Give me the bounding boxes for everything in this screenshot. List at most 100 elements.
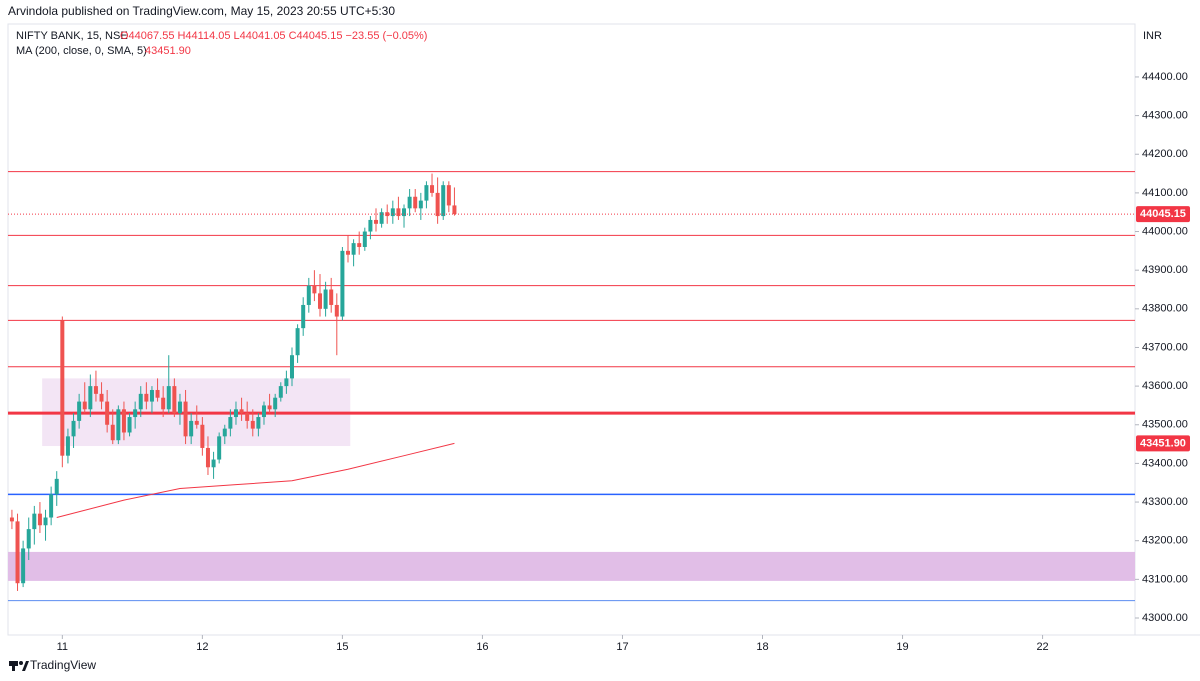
candle-body	[295, 328, 300, 356]
brand: TradingView	[30, 658, 96, 672]
y-tick-label: 43400.00	[1142, 457, 1188, 469]
candle-body	[396, 208, 401, 217]
candle-body	[379, 212, 384, 224]
brand-logo	[9, 661, 29, 671]
y-tick-label: 44400.00	[1142, 71, 1188, 83]
legend-ma-value: 43451.90	[145, 45, 191, 57]
x-tick-label: 12	[196, 641, 208, 653]
y-tick-label: 44000.00	[1142, 225, 1188, 237]
ma-price-box	[1136, 435, 1190, 452]
candle-body	[306, 285, 311, 305]
ma-line	[56, 442, 455, 518]
y-tick-label: 44300.00	[1142, 109, 1188, 121]
candle-body	[222, 428, 227, 437]
candle-body	[289, 355, 294, 379]
candle-body	[239, 409, 244, 414]
candle-body	[267, 405, 272, 410]
candle-body	[317, 293, 322, 309]
legend-symbol: NIFTY BANK, 15, NSE	[16, 30, 128, 42]
last-price-box	[1136, 206, 1190, 223]
candle-body	[71, 420, 76, 437]
candle-body	[183, 401, 188, 437]
candle-body	[261, 405, 266, 418]
candle-body	[452, 205, 457, 215]
candle-body	[200, 424, 205, 448]
candle-body	[149, 389, 154, 402]
candle-body	[116, 409, 121, 441]
candle-body	[37, 513, 42, 526]
legend-ohlc: O44067.55 H44114.05 L44041.05 C44045.15 …	[120, 30, 427, 42]
candle-body	[407, 196, 412, 209]
candle-body	[334, 304, 339, 317]
y-tick-label: 43300.00	[1142, 496, 1188, 508]
y-tick-label: 43800.00	[1142, 303, 1188, 315]
candle-body	[21, 548, 26, 584]
candle-body	[172, 386, 177, 414]
candle-body	[329, 289, 334, 305]
candle-body	[217, 436, 222, 460]
candle-body	[402, 208, 407, 217]
y-tick-label: 43600.00	[1142, 380, 1188, 392]
candle-body	[273, 397, 278, 410]
candle-body	[133, 409, 138, 418]
candle-body	[189, 420, 194, 437]
candle-body	[233, 409, 238, 418]
candle-body	[26, 529, 31, 549]
candle-body	[177, 401, 182, 414]
y-tick-label: 43100.00	[1142, 573, 1188, 585]
candle-body	[65, 436, 70, 456]
x-tick-label: 11	[57, 641, 68, 653]
candle-body	[430, 185, 435, 193]
y-tick-label: 43000.00	[1142, 612, 1188, 624]
y-tick-label: 43500.00	[1142, 419, 1188, 431]
candle-body	[424, 185, 429, 201]
candle-body	[77, 401, 82, 421]
x-tick-label: 15	[336, 641, 348, 653]
candle-body	[390, 208, 395, 217]
candle-body	[351, 243, 356, 255]
candle-body	[138, 393, 143, 410]
currency: INR	[1143, 30, 1162, 42]
y-tick-label: 43700.00	[1142, 341, 1188, 353]
candle-body	[301, 304, 306, 329]
candle-body	[32, 513, 37, 530]
ma-price-label: 43451.90	[1140, 437, 1186, 449]
header: Arvindola published on TradingView.com, …	[8, 4, 395, 18]
candle-body	[256, 417, 261, 429]
y-tick-label: 43900.00	[1142, 264, 1188, 276]
candle-body	[144, 393, 149, 402]
candle-body	[93, 386, 98, 394]
x-tick-label: 18	[756, 641, 768, 653]
candle-body	[312, 285, 317, 294]
candle-body	[99, 393, 104, 402]
candle-body	[43, 517, 48, 526]
x-tick-label: 17	[616, 641, 628, 653]
candle-body	[194, 420, 199, 425]
candle-body	[284, 378, 289, 387]
candle-body	[228, 417, 233, 429]
candle-body	[362, 231, 367, 247]
logo-shape	[22, 661, 29, 671]
candle-body	[340, 250, 345, 317]
candle-body	[357, 243, 362, 247]
x-tick-label: 16	[476, 641, 488, 653]
candle-body	[368, 219, 373, 232]
candle-body	[9, 517, 14, 522]
logo-shape	[9, 661, 18, 666]
candle-body	[278, 386, 283, 398]
x-tick-label: 22	[1036, 641, 1048, 653]
logo-shape	[19, 661, 23, 665]
x-tick-label: 19	[896, 641, 908, 653]
plot	[8, 171, 1135, 602]
candle-body	[161, 397, 166, 410]
candle-body	[205, 447, 210, 468]
y-tick-label: 43200.00	[1142, 535, 1188, 547]
candle-body	[54, 478, 59, 495]
candle-body	[155, 389, 160, 398]
candle-body	[446, 185, 451, 206]
candle-body	[323, 289, 328, 309]
candle-body	[441, 185, 446, 217]
candle-body	[49, 494, 54, 518]
y-tick-label: 44200.00	[1142, 148, 1188, 160]
